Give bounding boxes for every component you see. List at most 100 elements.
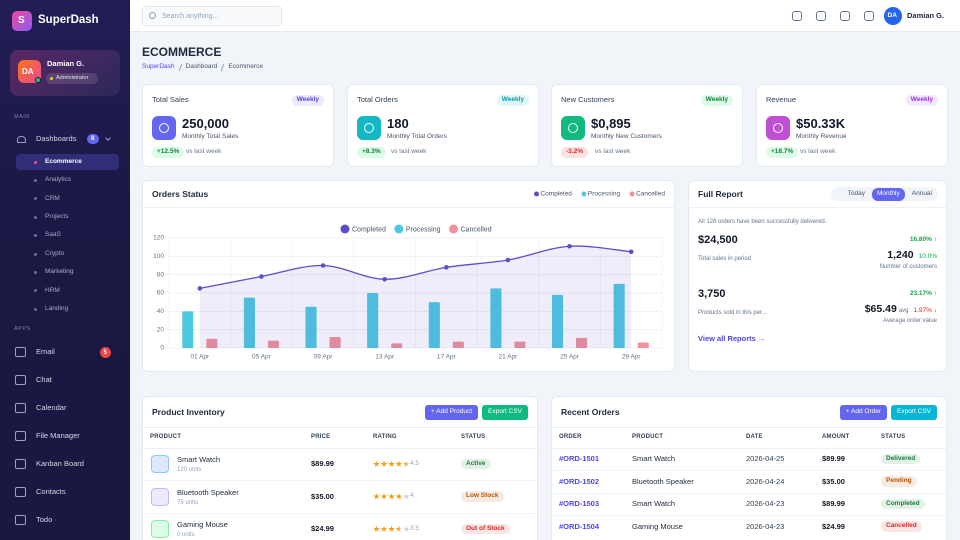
status-dot [35, 77, 41, 83]
nav-sub-item[interactable]: Landing [45, 304, 69, 312]
table-action[interactable]: Export CSV [891, 405, 937, 420]
nav-item[interactable]: Kanban Board [36, 459, 84, 469]
legend-label[interactable]: Processing [406, 226, 441, 233]
stat-period[interactable]: Weekly [496, 95, 529, 106]
search[interactable] [142, 6, 282, 26]
legend-label[interactable]: Completed [540, 191, 572, 198]
nav-item[interactable]: Contacts [36, 487, 66, 497]
column-header: STATUS [461, 434, 486, 440]
stat-period[interactable]: Weekly [291, 95, 324, 106]
rating-star [373, 493, 380, 500]
y-tick-label: 20 [157, 326, 165, 333]
line-area [199, 246, 632, 348]
metric-side: 1,240 10.0% [887, 250, 937, 261]
bar [637, 342, 649, 348]
product-icon [151, 487, 169, 506]
nav-sub-item[interactable]: SaaS [45, 231, 61, 239]
legend-label[interactable]: Processing [588, 191, 621, 198]
nav-sub-item[interactable]: Crypto [45, 249, 65, 257]
product-units: 75 units [177, 499, 199, 506]
row-divider [552, 492, 946, 494]
rating-star [403, 460, 410, 467]
nav-item[interactable]: File Manager [36, 431, 80, 441]
rating-star [388, 460, 395, 467]
nav-sub-item[interactable]: Ecommerce [45, 157, 82, 165]
rating-star [373, 525, 380, 532]
nav-dot [34, 160, 37, 164]
report-tab[interactable]: Monthly [871, 188, 905, 201]
x-tick-label: 05 Apr [252, 354, 272, 361]
legend-label[interactable]: Completed [352, 226, 386, 233]
x-tick-label: 17 Apr [437, 354, 457, 361]
table-action[interactable]: + Add Product [425, 405, 479, 420]
order-id[interactable]: #ORD-1501 [559, 454, 600, 464]
status-pill: Completed [881, 498, 925, 509]
metric-value: $24,500 [698, 233, 738, 246]
metric-side: $65.49 avg 1.97% ↓ [865, 304, 937, 315]
nav-dot [34, 307, 37, 311]
stat-period[interactable]: Weekly [905, 95, 938, 106]
nav-active [16, 154, 119, 170]
stat-period[interactable]: Weekly [700, 95, 733, 106]
legend-swatch [340, 224, 350, 234]
stat-title: Total Orders [357, 95, 398, 105]
order-product: Gaming Mouse [632, 521, 683, 531]
nav-sub-item[interactable]: Analytics [45, 176, 72, 184]
nav-icon [15, 375, 26, 385]
stat-title: Revenue [766, 95, 797, 105]
nav-item[interactable]: Dashboards [36, 134, 77, 144]
breadcrumb-item[interactable]: Dashboard [185, 62, 218, 70]
table-action[interactable]: Export CSV [482, 405, 528, 420]
order-id[interactable]: #ORD-1502 [559, 476, 600, 486]
user-role: Administrator [56, 74, 89, 81]
x-tick-label: 13 Apr [375, 354, 395, 361]
line-point [567, 243, 572, 249]
report-tab[interactable]: Annual [911, 190, 932, 197]
nav-sub-item[interactable]: Marketing [45, 268, 74, 276]
bar [305, 306, 317, 348]
nav-dot [34, 234, 37, 238]
bar [514, 341, 526, 348]
stat-change: +12.5% [152, 147, 185, 158]
breadcrumb-item[interactable]: SuperDash [142, 62, 175, 70]
nav-sub-item[interactable]: CRM [45, 194, 60, 202]
nav-sub-item[interactable]: Projects [45, 212, 69, 220]
table-action[interactable]: + Add Order [839, 405, 888, 420]
bar [329, 337, 341, 348]
nav-dot [34, 289, 37, 293]
legend-label[interactable]: Cancelled [636, 191, 665, 198]
legend-label[interactable]: Cancelled [461, 226, 492, 233]
order-date: 2026-04-23 [746, 521, 785, 531]
nav-badge: 8 [91, 136, 95, 142]
page-title: ECOMMERCE [142, 45, 222, 59]
topbar-user-name: Damian G. [907, 11, 945, 21]
table-card [551, 396, 947, 540]
order-amount: $89.99 [822, 499, 845, 509]
stat-icon-glyph [568, 123, 578, 133]
role-dot [50, 77, 53, 80]
nav-item[interactable]: Chat [36, 375, 52, 385]
order-id[interactable]: #ORD-1504 [559, 521, 600, 531]
nav-icon [15, 403, 26, 413]
nav-item[interactable]: Email [36, 347, 55, 357]
report-link[interactable]: View all Reports → [698, 334, 766, 344]
line-point [628, 249, 634, 255]
search-placeholder: Search anything... [162, 12, 219, 20]
nav-item[interactable]: Todo [36, 515, 53, 525]
table-title: Recent Orders [561, 406, 620, 417]
topbar-avatar [884, 7, 902, 25]
bar [490, 288, 502, 348]
row-divider [552, 470, 946, 471]
metric-change: 23.17% ↑ [909, 289, 937, 297]
product-price: $24.99 [311, 524, 334, 534]
order-id[interactable]: #ORD-1503 [559, 499, 600, 509]
bar [182, 311, 194, 348]
bar [391, 343, 403, 348]
product-units: 120 units [177, 467, 202, 473]
bar [206, 338, 218, 348]
metric-side-label: Number of customers [879, 264, 937, 270]
nav-sub-item[interactable]: HRM [45, 286, 60, 294]
report-tab[interactable]: Today [847, 190, 865, 197]
nav-item[interactable]: Calendar [36, 403, 67, 413]
